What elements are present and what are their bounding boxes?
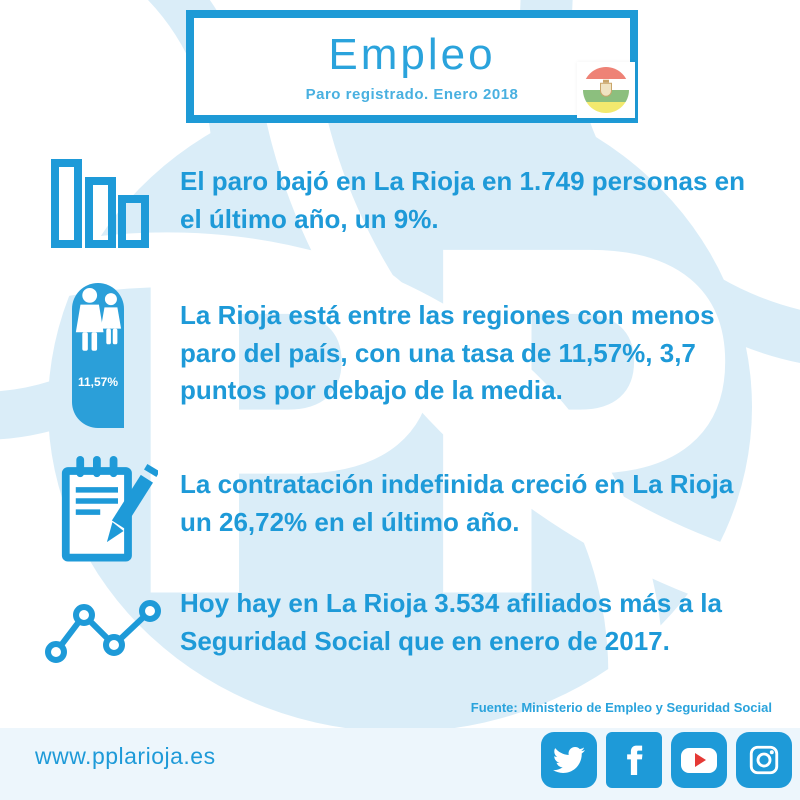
item-text-tasa: La Rioja está entre las regiones con men… — [180, 300, 715, 406]
page-subtitle: Paro registrado. Enero 2018 — [305, 86, 519, 103]
la-rioja-flag-card — [577, 62, 635, 118]
item-text-afiliados: Hoy hay en La Rioja 3.534 afiliados más … — [180, 588, 722, 656]
social-icons-row — [541, 732, 792, 788]
flag-stripe-yellow — [583, 101, 629, 113]
header-box: Empleo Paro registrado. Enero 2018 — [186, 10, 638, 123]
la-rioja-flag-icon — [583, 67, 629, 113]
flag-stripe-red — [583, 67, 629, 79]
instagram-icon[interactable] — [736, 732, 792, 788]
declining-bars-icon — [50, 158, 154, 253]
item-text-paro: El paro bajó en La Rioja en 1.749 person… — [180, 166, 745, 234]
website-link[interactable]: www.pplarioja.es — [35, 743, 216, 769]
footer-band — [0, 728, 800, 800]
notepad-pencil-icon — [58, 455, 160, 572]
pp-logo-watermark-letters: PP — [107, 156, 745, 704]
facebook-icon[interactable] — [606, 732, 662, 788]
youtube-play-frame — [681, 747, 717, 773]
item-text-contratacion: La contratación indefinida creció en La … — [180, 469, 734, 537]
line-chart-icon — [42, 596, 168, 673]
pp-logo-watermark-circle — [48, 82, 752, 732]
youtube-play-triangle — [695, 753, 706, 767]
youtube-icon[interactable] — [671, 732, 727, 788]
page-title: Empleo — [328, 30, 496, 79]
source-attribution: Fuente: Ministerio de Empleo y Seguridad… — [470, 700, 772, 715]
people-capsule: 11,57% — [72, 283, 124, 428]
twitter-icon[interactable] — [541, 732, 597, 788]
people-silhouettes-icon — [75, 288, 122, 351]
flag-crest — [600, 79, 612, 97]
people-rate-icon: 11,57% — [72, 283, 124, 428]
unemployment-rate-badge: 11,57% — [77, 375, 119, 389]
